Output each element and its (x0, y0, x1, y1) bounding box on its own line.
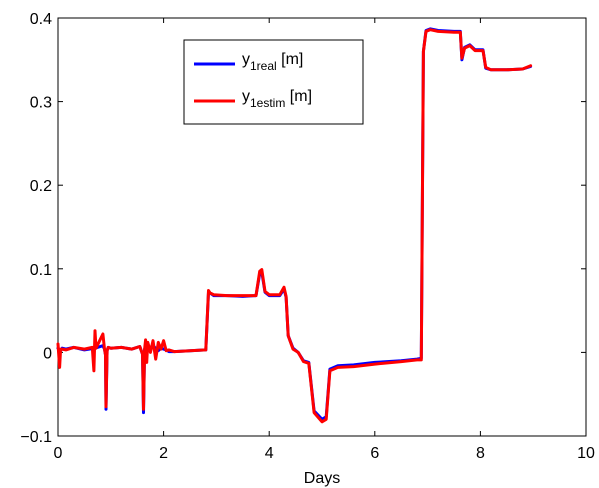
series-line-1estim (56, 28, 533, 424)
axis-ticks: 0 2 4 6 8 10−0.100.10.20.30.4 (20, 11, 595, 462)
legend: y1real [m] y1estim [m] (183, 39, 364, 125)
y-tick-label: 0.2 (30, 178, 52, 195)
legend-label-real-suffix: [m] (277, 51, 304, 68)
legend-box (183, 39, 364, 125)
y-tick-label: 0.4 (30, 11, 52, 28)
legend-label-real: y1real [m] (242, 51, 303, 73)
legend-label-real-sub: 1real (250, 59, 277, 73)
y-tick-label: 0.1 (30, 262, 52, 279)
series-layer (56, 27, 533, 424)
y-tick-label: −0.1 (20, 429, 52, 446)
x-tick-label: 10 (577, 445, 595, 462)
legend-label-estim: y1estim [m] (242, 88, 312, 110)
legend-label-estim-suffix: [m] (285, 88, 312, 105)
x-tick-label: 4 (265, 445, 274, 462)
x-tick-label: 8 (476, 445, 485, 462)
x-tick-label: 0 (54, 445, 63, 462)
x-tick-label: 2 (159, 445, 168, 462)
x-axis-title: Days (304, 470, 340, 487)
y-tick-label: 0.3 (30, 95, 52, 112)
legend-label-estim-sub: 1estim (250, 96, 285, 110)
x-tick-label: 6 (370, 445, 379, 462)
y-tick-label: 0 (43, 345, 52, 362)
legend-label-real-main: y (242, 51, 250, 68)
legend-label-estim-main: y (242, 88, 250, 105)
